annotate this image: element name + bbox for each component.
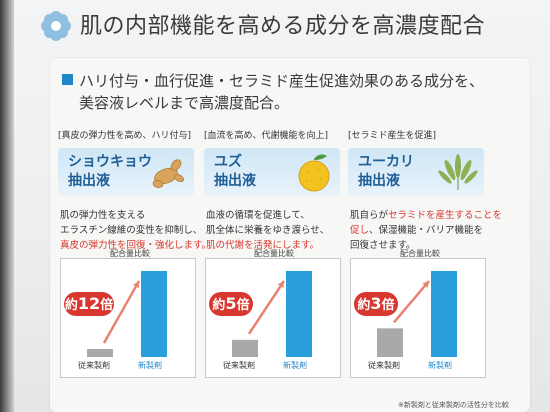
comparison-chart — [350, 258, 486, 378]
ingredient-name-box: ユズ 抽出液 — [204, 148, 340, 196]
badge-number: 5 — [225, 294, 237, 313]
ingredient-name-line2: 抽出液 — [358, 173, 400, 189]
growth-arrow-line — [102, 280, 141, 344]
chart-caption: 配合量比較 — [254, 249, 294, 258]
badge-suffix: 倍 — [236, 298, 250, 313]
left-edge-shadow — [0, 0, 14, 412]
page-title: 肌の内部機能を高める成分を高濃度配合 — [80, 14, 486, 39]
multiplier-badge: 約5倍 — [209, 292, 253, 316]
ingredient-name: ユーカリ 抽出液 — [358, 153, 414, 191]
growth-arrow-head — [133, 281, 139, 288]
badge-prefix: 約 — [212, 298, 226, 313]
ingredient-column-yuzu: [血流を高め、代謝機能を向上] ユズ 抽出液 血液の循環を促進して、 肌全体に栄… — [204, 128, 340, 408]
header: 肌の内部機能を高める成分を高濃度配合 — [0, 0, 550, 52]
desc-text: 肌自らが — [350, 210, 389, 221]
ingredient-name-line1: ユズ — [214, 154, 242, 170]
ingredient-name-line1: ユーカリ — [358, 154, 414, 170]
ingredient-name: ショウキョウ 抽出液 — [68, 153, 152, 191]
badge-prefix: 約 — [64, 298, 78, 313]
multiplier-badge: 約12倍 — [64, 292, 114, 316]
desc-highlight: 促し — [350, 225, 370, 236]
desc-line: 回復させます。 — [350, 240, 416, 251]
axis-label-new: 新製剤 — [428, 361, 452, 370]
growth-arrow-head — [422, 281, 429, 288]
desc-line: エラスチン線維の変性を抑制し、 — [60, 225, 203, 236]
ingredient-tag: [セラミド産生を促進] — [348, 131, 437, 141]
lead-text: ハリ付与・血行促進・セラミド産生促進効果のある成分を、 美容液レベルまで高濃度配… — [62, 70, 484, 114]
desc-line: 促し、保湿機能・バリア機能を — [350, 223, 502, 238]
chart-caption: 配合量比較 — [400, 249, 440, 258]
desc-highlight: 真皮の弾力性を回復・強化します。 — [60, 240, 212, 251]
axis-label-old: 従来製剤 — [78, 361, 110, 370]
desc-line: 血液の循環を促進して、 — [206, 210, 310, 221]
axis-label-new: 新製剤 — [283, 361, 307, 370]
bar-new-formula — [431, 271, 457, 357]
desc-line: 肌の弾力性を支える — [60, 210, 146, 221]
bar-old-formula — [377, 328, 403, 357]
ingredient-name-line1: ショウキョウ — [68, 154, 152, 170]
bar-old-formula — [87, 349, 113, 357]
comparison-chart — [60, 258, 196, 378]
lead-line-2: 美容液レベルまで高濃度配合。 — [79, 94, 290, 112]
bar-old-formula — [232, 339, 258, 357]
ingredient-name-box: ユーカリ 抽出液 — [348, 148, 484, 196]
growth-arrow-head — [277, 281, 284, 288]
badge-suffix: 倍 — [100, 298, 114, 313]
chart-caption: 配合量比較 — [110, 249, 150, 258]
flower-logo-icon — [41, 11, 71, 41]
growth-arrow-line — [247, 280, 286, 335]
multiplier-badge: 約3倍 — [354, 292, 398, 316]
ingredient-name-line2: 抽出液 — [214, 173, 256, 189]
axis-label-new: 新製剤 — [138, 361, 162, 370]
badge-number: 3 — [370, 294, 382, 313]
eucalyptus-icon — [438, 154, 478, 191]
desc-line: 肌全体に栄養をゆき渡らせ、 — [206, 225, 330, 236]
bar-new-formula — [141, 271, 167, 357]
ingredient-column-eucalyptus: [セラミド産生を促進] ユーカリ 抽出液 肌自らがセラミドを産生することを 促し… — [348, 128, 502, 408]
ingredient-description: 肌自らがセラミドを産生することを 促し、保湿機能・バリア機能を 回復させます。 — [350, 208, 502, 253]
growth-arrow-line — [393, 280, 430, 324]
badge-prefix: 約 — [357, 298, 371, 313]
ingredient-description: 血液の循環を促進して、 肌全体に栄養をゆき渡らせ、 肌の代謝を活発にします。 — [206, 208, 329, 253]
ingredient-name-box: ショウキョウ 抽出液 — [58, 148, 194, 196]
axis-label-old: 従来製剤 — [223, 361, 255, 370]
footnote: ※新製剤と従来製剤の活性分を比較 — [398, 401, 509, 409]
ingredient-name-line2: 抽出液 — [68, 173, 110, 189]
desc-text: 、保湿機能・バリア機能を — [369, 225, 484, 236]
yuzu-icon — [298, 154, 330, 192]
lead-line-1: ハリ付与・血行促進・セラミド産生促進効果のある成分を、 — [79, 72, 485, 90]
ingredient-tag: [真皮の弾力性を高め、ハリ付与] — [58, 131, 192, 141]
badge-number: 12 — [77, 294, 101, 313]
comparison-chart — [205, 258, 341, 378]
desc-line: 肌自らがセラミドを産生することを — [350, 208, 502, 223]
ingredient-column-ginger: [真皮の弾力性を高め、ハリ付与] ショウキョウ 抽出液 肌の弾力性を支える エラ… — [58, 128, 211, 408]
square-bullet-icon — [62, 74, 73, 85]
desc-highlight: 肌の代謝を活発にします。 — [206, 240, 320, 251]
badge-suffix: 倍 — [381, 298, 395, 313]
desc-highlight: セラミドを産生することを — [388, 210, 503, 221]
ingredient-name: ユズ 抽出液 — [214, 153, 256, 191]
bar-new-formula — [286, 271, 312, 357]
ingredient-tag: [血流を高め、代謝機能を向上] — [204, 131, 329, 141]
ingredient-description: 肌の弾力性を支える エラスチン線維の変性を抑制し、 真皮の弾力性を回復・強化しま… — [60, 208, 211, 253]
ginger-icon — [152, 159, 184, 188]
axis-label-old: 従来製剤 — [368, 361, 400, 370]
